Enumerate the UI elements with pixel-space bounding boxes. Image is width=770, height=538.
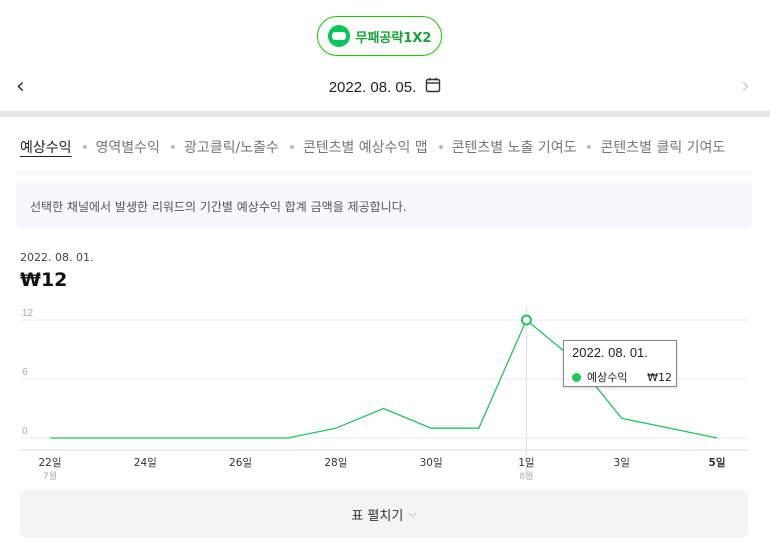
info-text: 선택한 채널에서 발생한 리워드의 기간별 예상수익 합계 금액을 제공합니다. [30, 199, 407, 214]
tab-separator [170, 145, 175, 149]
report-tabs: 예상수익 영역별수익 광고클릭/노출수 콘텐츠별 예상수익 맵 콘텐츠별 노출 … [20, 136, 725, 158]
expand-label: 표 펼치기 [351, 508, 404, 524]
x-tick-sublabel: 8월 [519, 470, 533, 482]
tab-content-exposure[interactable]: 콘텐츠별 노출 기여도 [451, 140, 577, 156]
y-tick-label: 12 [22, 308, 34, 319]
x-tick-label: 26일 [229, 456, 252, 469]
section-divider [0, 111, 770, 117]
x-tick-label: 1일 [518, 456, 534, 469]
tab-content-clicks[interactable]: 콘텐츠별 클릭 기여도 [600, 140, 726, 156]
chevron-down-icon: ⌵ [408, 507, 417, 520]
tab-separator [438, 145, 443, 149]
channel-selector[interactable]: 무패공략1X2 [317, 16, 442, 56]
chevron-right-icon: › [741, 74, 750, 99]
x-tick-label: 22일 [38, 456, 61, 469]
x-tick-label: 24일 [134, 456, 157, 469]
tooltip-date: 2022. 08. 01. [572, 345, 648, 360]
chart-tooltip: 2022. 08. 01. 예상수익 ₩12 [563, 340, 677, 387]
calendar-icon[interactable] [425, 77, 441, 97]
chevron-left-icon[interactable]: ‹ [16, 74, 25, 99]
tooltip-row: 예상수익 ₩12 [572, 369, 672, 385]
channel-name: 무패공략1X2 [355, 30, 432, 46]
y-tick-label: 0 [22, 426, 28, 437]
x-tick-label: 5일 [709, 456, 726, 469]
selected-date: 2022. 08. 01. [20, 251, 94, 264]
x-tick-label: 30일 [420, 456, 443, 469]
date-navigation: ‹ 2022. 08. 05. › [0, 66, 770, 108]
info-notice: 선택한 채널에서 발생한 리워드의 기간별 예상수익 합계 금액을 제공합니다. [16, 183, 752, 229]
naver-blog-icon [327, 25, 350, 47]
current-date[interactable]: 2022. 08. 05. [328, 78, 417, 96]
info-divider [16, 172, 752, 173]
x-tick-label: 3일 [614, 456, 630, 469]
tab-separator [82, 145, 87, 149]
tab-estimated-revenue[interactable]: 예상수익 [20, 140, 72, 156]
tooltip-value: ₩12 [647, 370, 672, 384]
tab-content-revenue-map[interactable]: 콘텐츠별 예상수익 맵 [302, 140, 428, 156]
tab-separator [587, 145, 592, 149]
tab-ad-clicks[interactable]: 광고클릭/노출수 [183, 140, 279, 156]
y-tick-label: 6 [22, 367, 28, 378]
tab-revenue-by-area[interactable]: 영역별수익 [95, 140, 160, 156]
tab-separator [289, 145, 294, 149]
series-line-예상수익 [50, 318, 718, 439]
x-tick-sublabel: 7월 [43, 470, 57, 482]
x-tick-label: 28일 [324, 456, 347, 469]
series-color-dot [572, 372, 581, 382]
highlighted-data-point [520, 314, 532, 326]
tooltip-series: 예상수익 [587, 371, 628, 384]
expand-table-button[interactable]: 표 펼치기 ⌵ [20, 490, 748, 538]
selected-value: ₩12 [20, 269, 68, 291]
